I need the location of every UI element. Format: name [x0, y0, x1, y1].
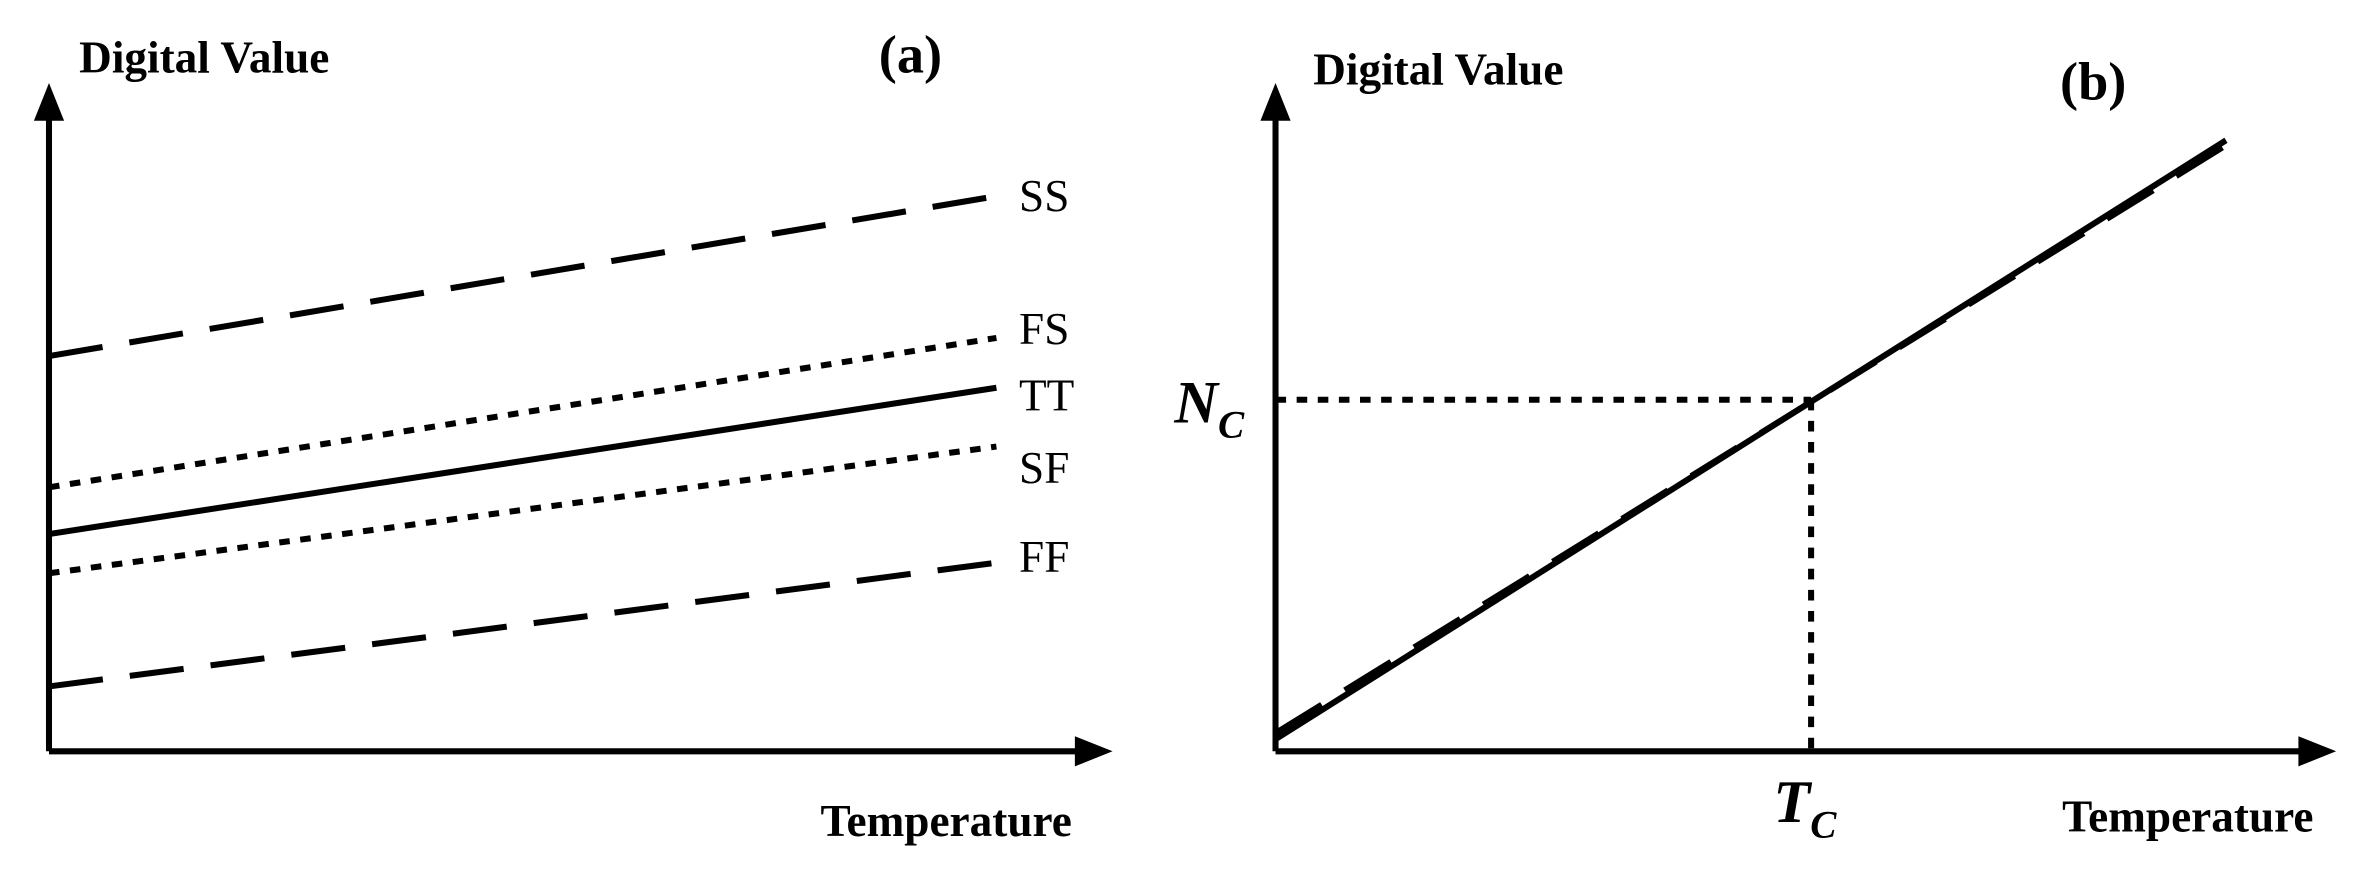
- y-label: Digital Value: [1313, 44, 1563, 94]
- marker-sub: C: [1218, 404, 1245, 447]
- curve: [1273, 140, 2231, 736]
- panel-a: Digital Value (a) Temperature SS FS TT S…: [33, 24, 1113, 846]
- x-arrow: [2298, 736, 2337, 767]
- curve: [48, 559, 997, 690]
- marker-main: T: [1773, 769, 1812, 836]
- x-label: Temperature: [2062, 791, 2313, 841]
- curve: [1273, 137, 2228, 742]
- curve-label: FF: [1019, 532, 1069, 582]
- curve: [48, 193, 997, 360]
- x-label: Temperature: [821, 796, 1072, 846]
- x-marker: TC: [1773, 769, 1837, 846]
- y-arrow: [1260, 82, 1291, 121]
- marker-main: N: [1173, 369, 1220, 436]
- y-label: Digital Value: [79, 32, 329, 82]
- curve-label: FS: [1019, 304, 1069, 354]
- curve-label: SS: [1019, 171, 1069, 221]
- marker-sub: C: [1810, 803, 1837, 846]
- panel-title: (b): [2060, 52, 2126, 112]
- panel-b: Digital Value (b) Temperature NC TC: [1173, 44, 2337, 846]
- x-arrow: [1074, 736, 1113, 767]
- curve: [48, 384, 997, 538]
- y-arrow: [33, 82, 65, 121]
- curve-label: TT: [1019, 370, 1074, 420]
- y-marker: NC: [1173, 369, 1245, 446]
- curve-label: SF: [1019, 443, 1069, 493]
- panel-title: (a): [879, 24, 942, 84]
